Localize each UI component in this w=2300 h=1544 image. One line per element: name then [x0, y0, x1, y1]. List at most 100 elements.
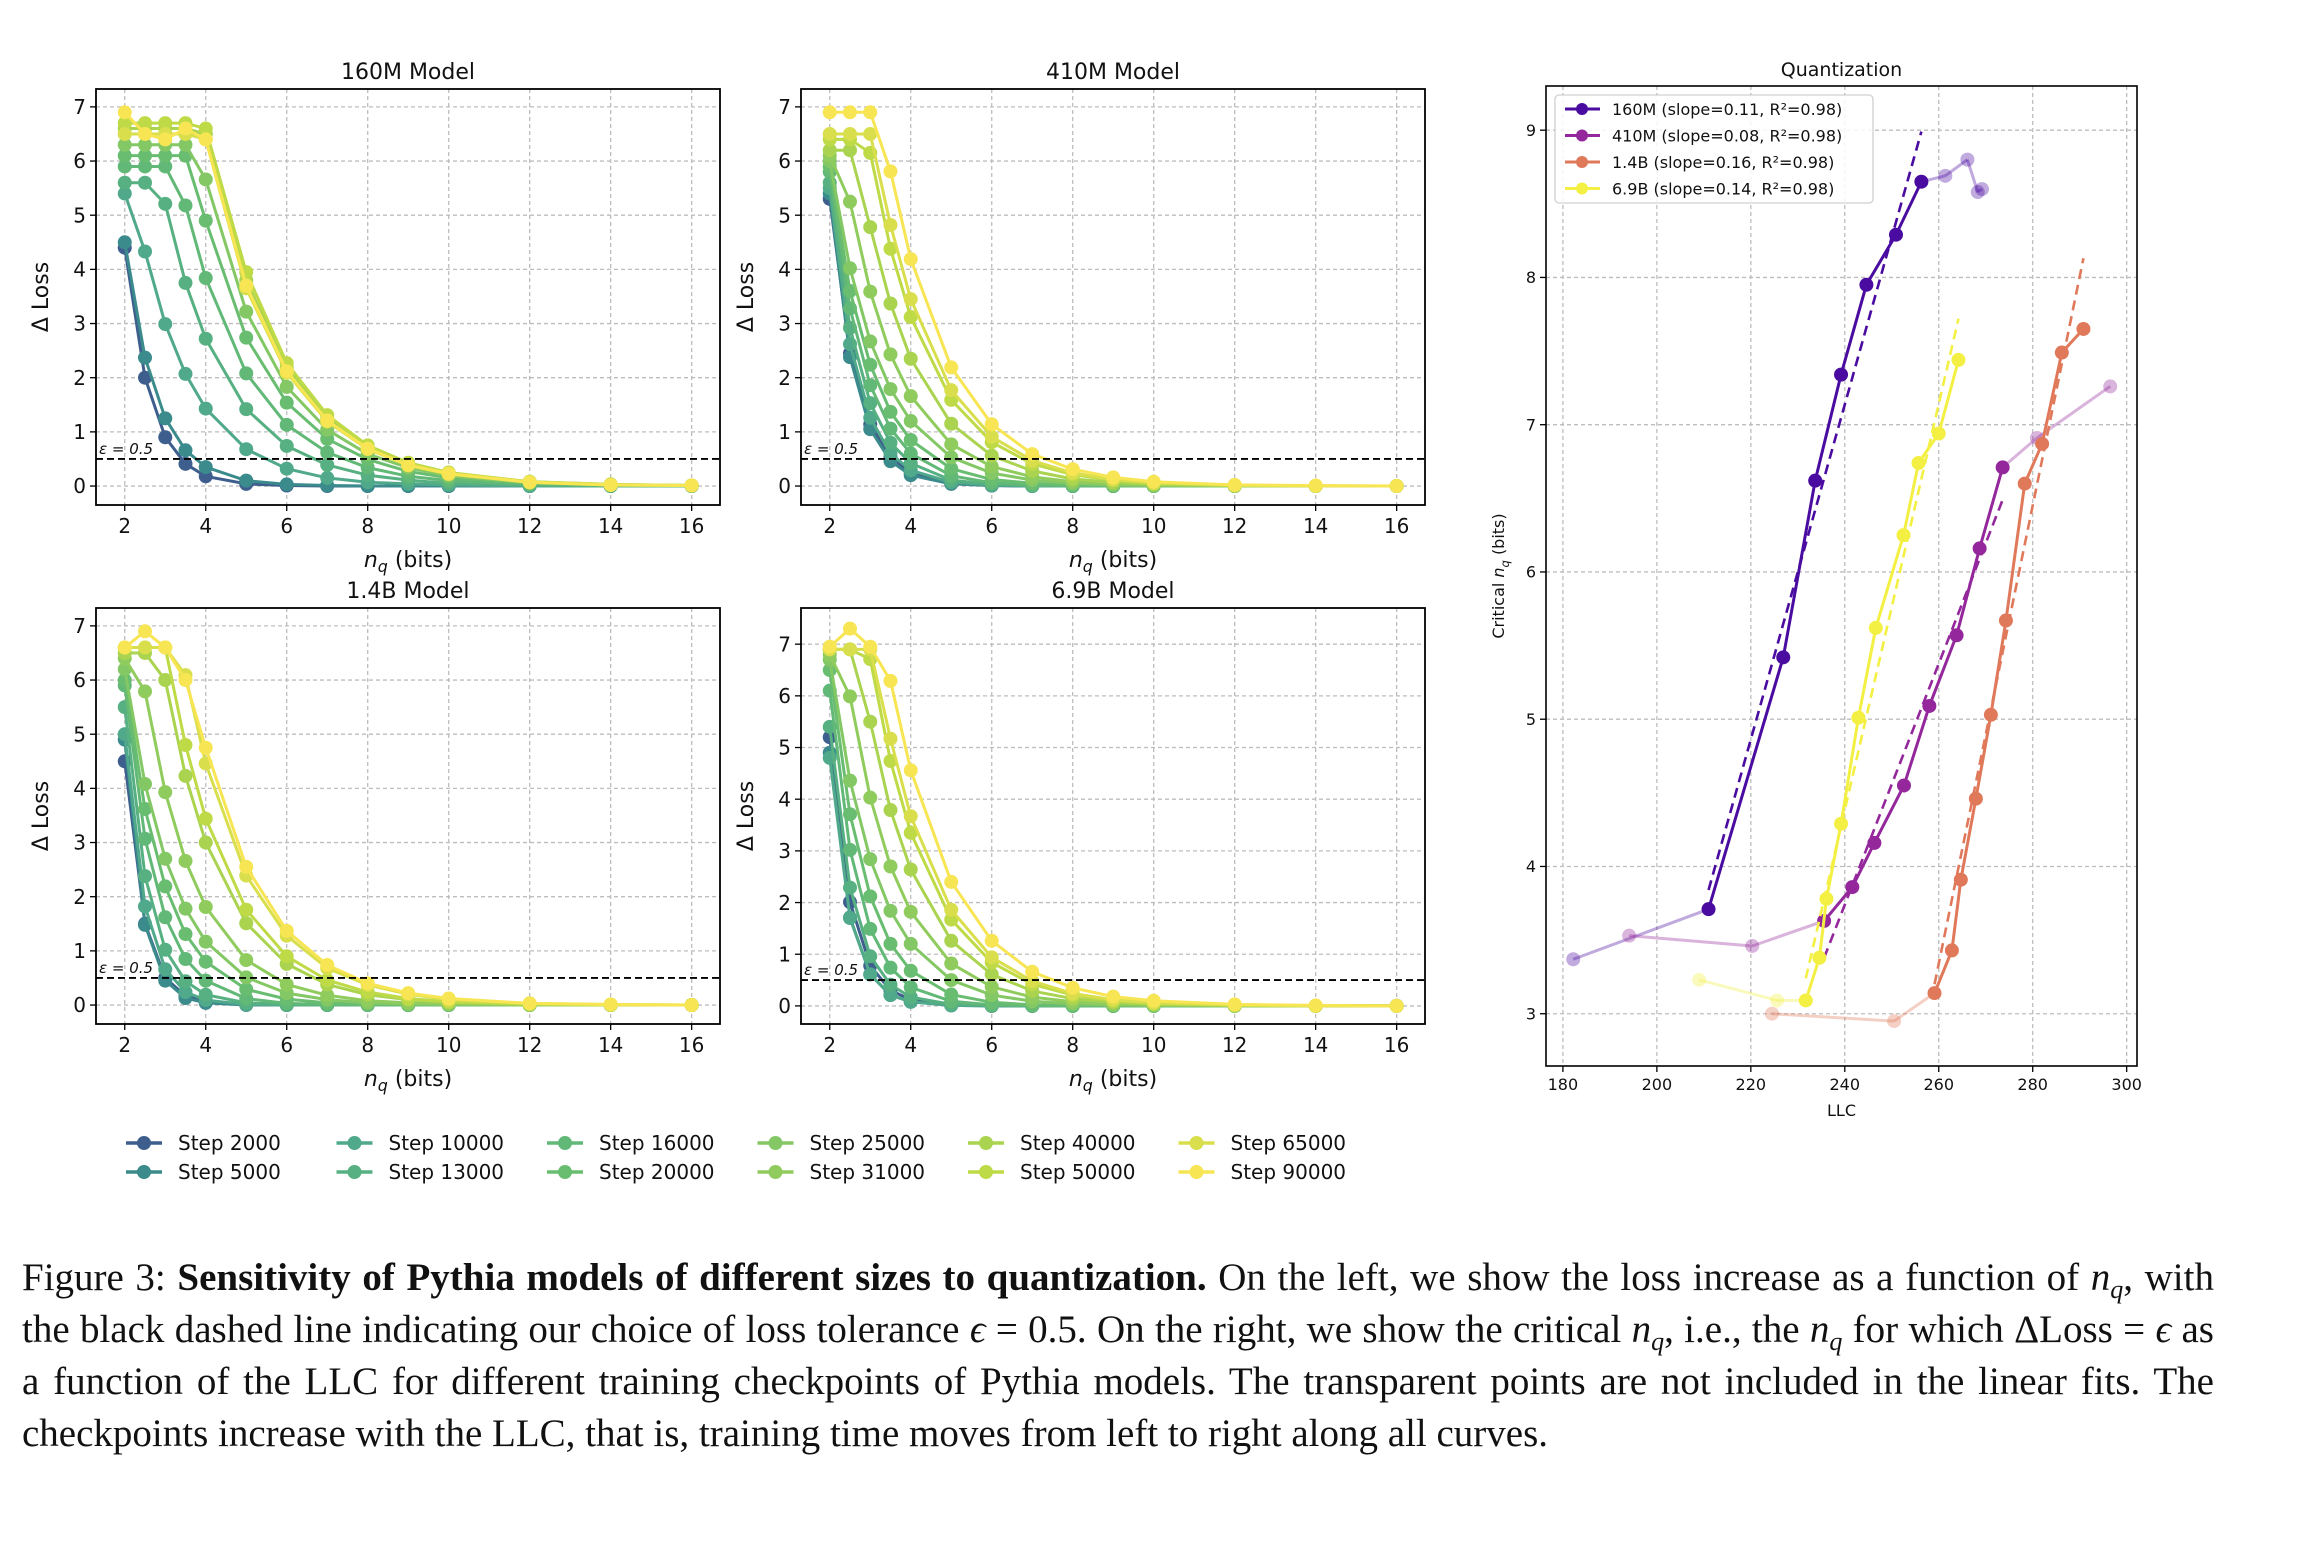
- data-point: [903, 862, 918, 877]
- data-point: [239, 402, 254, 417]
- x-tick-label: 240: [1830, 1075, 1861, 1094]
- data-point: [944, 450, 959, 465]
- data-point: [883, 347, 898, 362]
- series-segment: [1707, 656, 1785, 910]
- y-tick-label: 1: [778, 942, 791, 966]
- data-point: [1914, 174, 1929, 189]
- data-point: [1995, 460, 2010, 475]
- data-point: [1227, 477, 1242, 492]
- x-tick-label: 200: [1642, 1075, 1673, 1094]
- x-tick-label: 6: [280, 1033, 293, 1057]
- data-point: [198, 401, 213, 416]
- data-point: [903, 825, 918, 840]
- y-tick-label: 7: [1526, 415, 1536, 434]
- data-point: [522, 475, 537, 490]
- y-axis-label: Δ Loss: [29, 262, 54, 332]
- data-point: [1819, 891, 1834, 906]
- data-point: [842, 284, 857, 299]
- y-tick-label: 2: [73, 885, 86, 909]
- data-point: [944, 987, 959, 1002]
- y-tick-label: 7: [778, 95, 791, 119]
- legend-marker: [137, 1165, 151, 1179]
- data-point: [863, 410, 878, 425]
- data-point: [903, 763, 918, 778]
- data-point: [198, 811, 213, 826]
- quantization-legend: 160M (slope=0.11, R²=0.98) 410M (slope=0.…: [1554, 94, 1874, 204]
- data-point: [198, 121, 213, 136]
- data-point: [863, 967, 878, 982]
- y-tick-label: 7: [778, 632, 791, 656]
- data-point: [1065, 980, 1080, 995]
- caption-segment: ϵ: [2155, 1308, 2172, 1351]
- data-point: [1968, 791, 1983, 806]
- data-point: [137, 684, 152, 699]
- caption-segment: nq: [2090, 1256, 2124, 1304]
- series-segment: [1839, 284, 1868, 376]
- data-point: [441, 991, 456, 1006]
- data-point: [1922, 698, 1937, 713]
- series-line-step-20000: [124, 154, 692, 487]
- x-tick-label: 4: [199, 1033, 212, 1057]
- figure-caption: Figure 3: Sensitivity of Pythia models o…: [22, 1252, 2214, 1460]
- series-segment: [1944, 158, 1969, 178]
- data-point: [1227, 997, 1242, 1012]
- data-point: [883, 435, 898, 450]
- y-tick-label: 9: [1526, 121, 1536, 140]
- legend-item: Step 65000: [1178, 1131, 1346, 1155]
- legend-marker: [137, 1136, 151, 1150]
- threshold-label: ε = 0.5: [804, 961, 858, 979]
- series-segment: [1629, 934, 1753, 948]
- data-point: [1949, 628, 1964, 643]
- data-point: [279, 477, 294, 492]
- series-segment: [2023, 443, 2044, 485]
- data-point: [1888, 227, 1903, 242]
- x-tick-label: 280: [2017, 1075, 2048, 1094]
- data-point: [137, 137, 152, 152]
- legend-item: Step 5000: [126, 1160, 281, 1184]
- legend-label: 160M (slope=0.11, R²=0.98): [1612, 100, 1842, 119]
- data-point: [198, 835, 213, 850]
- x-tick-label: 8: [361, 1033, 374, 1057]
- data-point: [1953, 872, 1968, 887]
- data-point: [1798, 993, 1813, 1008]
- step-legend: Step 2000 Step 5000 Step 10000 Step 13000 St…: [126, 1131, 1346, 1184]
- data-point: [117, 116, 132, 131]
- caption-segment: , with the black dashed line indicating …: [22, 1256, 2214, 1351]
- data-point: [863, 639, 878, 654]
- series-segment: [1978, 466, 2005, 549]
- data-point-transparent: [1566, 952, 1581, 967]
- data-point: [863, 334, 878, 349]
- data-point: [178, 768, 193, 783]
- y-tick-label: 5: [1526, 710, 1536, 729]
- data-point: [1998, 613, 2013, 628]
- x-tick-label: 4: [904, 1033, 917, 1057]
- x-axis-label: nq (bits): [1069, 1067, 1157, 1095]
- series-segment: [1974, 714, 1993, 799]
- series-segment: [1894, 181, 1923, 236]
- series-segment: [1927, 634, 1958, 707]
- legend-item: Step 2000: [126, 1131, 281, 1155]
- data-point: [239, 278, 254, 293]
- data-point: [944, 933, 959, 948]
- series-segment: [1572, 907, 1710, 961]
- legend-marker: [979, 1136, 993, 1150]
- data-point: [903, 389, 918, 404]
- data-point: [842, 807, 857, 822]
- y-tick-label: 3: [778, 312, 791, 336]
- data-point: [239, 442, 254, 457]
- data-point: [137, 899, 152, 914]
- legend-marker: [347, 1165, 362, 1179]
- data-point: [1776, 650, 1791, 665]
- series-segment: [1822, 886, 1854, 922]
- data-point: [158, 942, 173, 957]
- legend-marker: [979, 1165, 993, 1179]
- data-point: [944, 437, 959, 452]
- caption-segment: Figure 3:: [22, 1256, 178, 1299]
- data-point: [903, 904, 918, 919]
- data-point: [178, 673, 193, 688]
- data-point: [320, 470, 335, 485]
- data-point: [2054, 345, 2069, 360]
- x-tick-label: 16: [679, 1033, 704, 1057]
- legend-marker: [1189, 1136, 1204, 1150]
- data-point: [178, 738, 193, 753]
